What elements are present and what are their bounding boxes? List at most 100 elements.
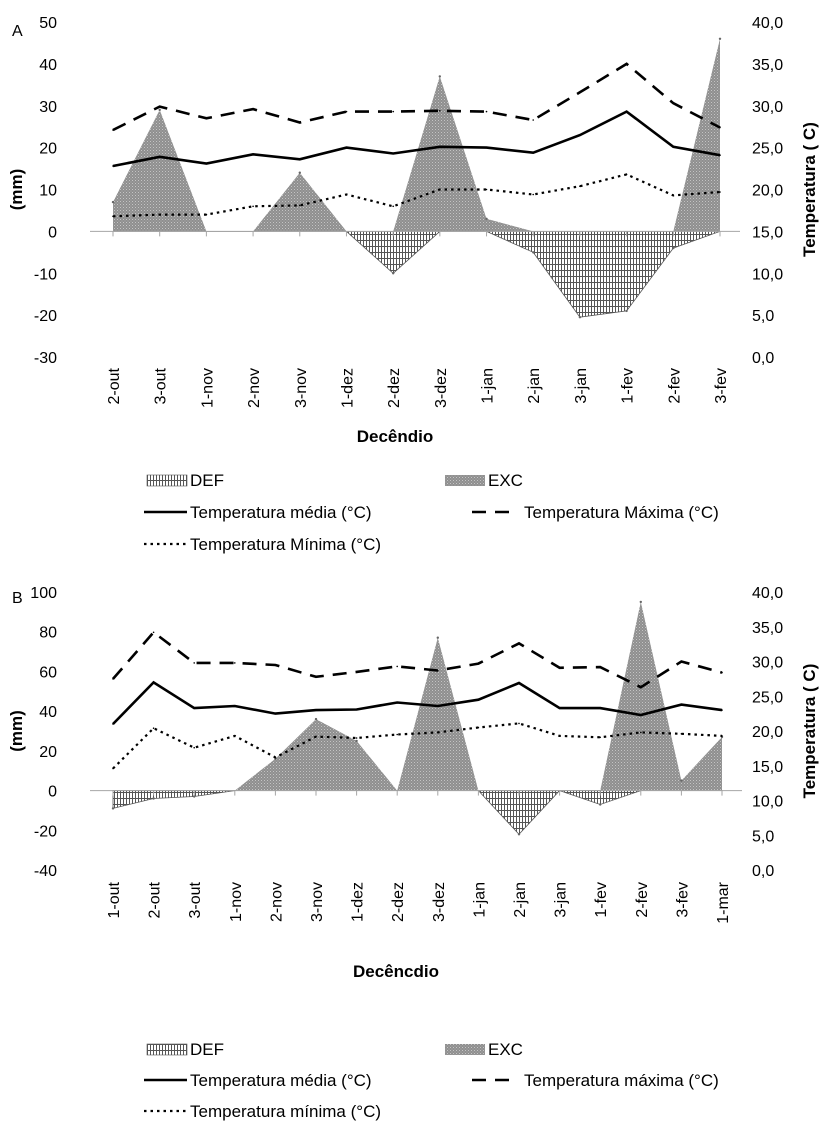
legend-label-tmin-b: Temperatura mínima (°C) [190,1102,381,1121]
x-tick-label-b-11: 3-jan [553,882,570,918]
legend-label-tmed-a: Temperatura média (°C) [190,503,372,522]
y-left-tick-label-b-7: -40 [34,863,57,880]
x-tick-label-a-0: 2-out [106,367,123,404]
area-def-a [112,230,721,318]
line-point-b-2-14 [680,733,683,735]
x-tick-label-b-14: 3-fev [674,882,691,918]
line-point-b-0-2 [193,707,195,709]
legend-label-exc-a: EXC [488,471,523,490]
y-left-tick-label-a-7: -20 [34,308,57,325]
line-point-a-0-9 [532,151,534,154]
x-tick-label-a-7: 3-dez [433,368,450,408]
y-right-tick-label-a-6: 10,0 [752,266,783,283]
line-point-a-0-13 [719,154,721,156]
line-point-a-0-8 [485,146,488,149]
area-exc-a [113,38,720,232]
line-point-b-1-0 [112,678,114,680]
line-point-a-0-3 [252,153,254,156]
x-tick-label-b-2: 3-out [187,881,204,918]
line-point-a-1-13 [719,126,721,129]
y-left-tick-label-a-0: 50 [39,15,57,32]
line-point-b-0-3 [234,705,236,707]
line-point-a-1-7 [439,110,441,112]
line-point-a-0-5 [345,146,348,149]
area-exc-b [113,601,722,791]
point-exc-b-8 [436,636,439,639]
point-exc-b-14 [680,779,683,782]
legend-swatch-def-a [146,474,188,487]
line-point-a-0-2 [205,162,208,165]
line-point-b-0-9 [477,698,480,701]
point-def-b-2 [193,795,196,798]
legend-label-exc-b: EXC [488,1040,523,1059]
point-def-b-12 [599,803,602,806]
point-def-a-11 [625,309,628,313]
point-exc-a-8 [485,217,488,220]
line-point-b-1-11 [558,667,561,669]
y-right-axis-title-b: Temperatura ( C) [800,664,819,799]
chart-panel-b: B 100 80 60 40 20 0 -20 -40 40,0 35,0 30,0 25,0 20,0 1… [7,585,819,1121]
y-left-tick-label-b-5: 0 [48,784,57,801]
legend-swatch-exc-a [445,475,485,486]
line-point-b-1-12 [599,666,601,668]
legend-label-tmed-b: Temperatura média (°C) [190,1071,372,1090]
line-point-b-2-9 [477,726,480,729]
point-def-b-1 [152,797,155,800]
line-point-a-0-10 [579,134,581,136]
line-point-b-2-1 [152,727,155,729]
line-point-a-2-3 [252,205,254,208]
point-exc-a-7 [438,75,441,78]
line-point-b-0-10 [518,682,520,684]
x-tick-label-a-13: 3-fev [713,368,730,404]
x-tick-label-a-9: 2-jan [526,368,543,404]
y-right-tick-label-b-3: 25,0 [752,689,783,706]
y-right-tick-label-b-6: 10,0 [752,794,783,811]
legend-label-tmin-a: Temperatura Mínima (°C) [190,535,381,554]
point-exc-a-4 [298,171,301,174]
y-right-tick-label-a-8: 0,0 [752,350,774,367]
line-point-b-2-4 [274,756,277,759]
line-point-b-1-1 [152,631,155,634]
line-point-b-2-5 [315,735,317,738]
line-point-b-2-0 [112,767,114,770]
line-point-b-0-6 [355,708,358,711]
y-left-tick-label-a-6: -10 [34,266,57,283]
line-point-a-0-7 [439,146,441,148]
line-point-b-1-14 [680,660,683,663]
y-right-tick-label-a-7: 5,0 [752,308,774,325]
line-point-a-1-4 [299,121,301,124]
y-right-tick-label-b-7: 5,0 [752,828,774,845]
y-right-tick-label-b-0: 40,0 [752,585,783,602]
line-point-a-0-1 [158,156,161,158]
line-point-a-1-10 [579,91,581,94]
x-tick-label-a-6: 2-dez [386,368,403,408]
y-right-tick-label-b-4: 20,0 [752,724,783,741]
line-point-b-1-8 [437,669,439,672]
line-series-b-1 [112,630,723,689]
y-left-tick-label-b-6: -20 [34,823,57,840]
legend-label-def-b: DEF [190,1040,224,1059]
x-tick-label-a-3: 2-nov [246,368,263,408]
line-point-a-2-8 [485,188,488,191]
line-point-b-0-11 [558,707,561,709]
line-point-b-0-4 [274,712,277,715]
x-tick-label-b-0: 1-out [106,881,123,918]
line-point-a-2-0 [112,215,114,218]
y-right-tick-label-a-0: 40,0 [752,15,783,32]
panel-label-a: A [12,23,23,40]
line-point-b-0-0 [112,723,114,725]
y-left-tick-label-b-1: 80 [39,625,57,642]
line-point-b-0-12 [599,707,601,709]
y-left-tick-label-a-4: 10 [39,183,57,200]
y-left-axis-title-a: (mm) [7,169,26,211]
x-tick-label-a-2: 1-nov [199,368,216,408]
line-point-a-2-1 [158,213,161,216]
line-series-a-0 [112,110,721,168]
point-def-a-10 [578,316,582,319]
line-point-b-1-10 [518,642,520,645]
line-point-a-2-11 [625,173,628,176]
line-point-b-1-9 [477,662,480,665]
legend-label-tmax-a: Temperatura Máxima (°C) [524,503,719,522]
line-point-a-0-0 [112,165,114,167]
